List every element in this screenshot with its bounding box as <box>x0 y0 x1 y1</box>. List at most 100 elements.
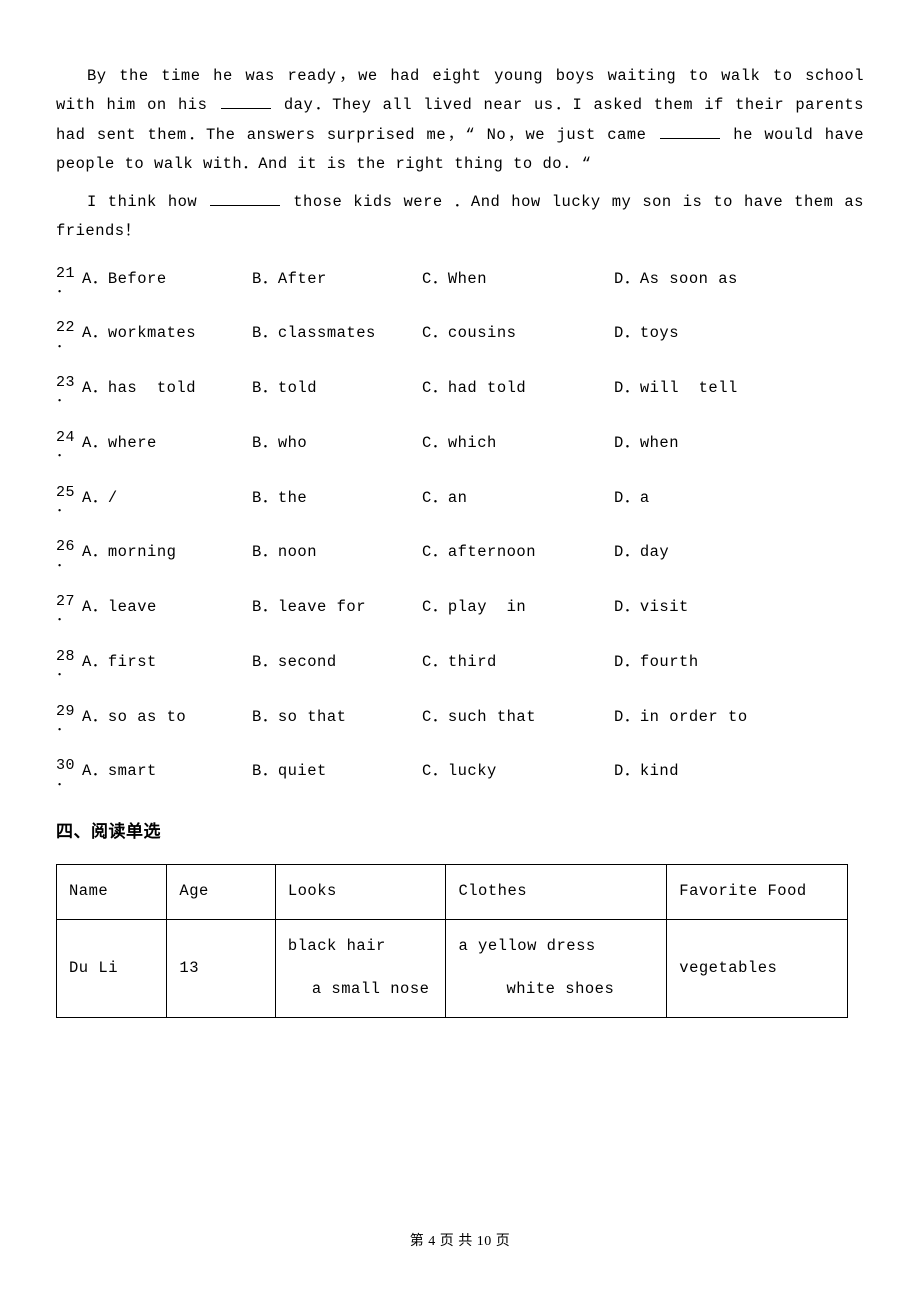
option-a: A．so as to <box>82 703 252 732</box>
question-options: A．firstB．secondC．thirdD．fourth <box>82 648 864 677</box>
question-number: 24． <box>56 429 82 460</box>
option-label: A． <box>82 270 108 288</box>
option-label: C． <box>422 762 448 780</box>
passage-paragraph-1: By the time he was ready，we had eight yo… <box>56 62 864 180</box>
option-c: C．such that <box>422 703 614 732</box>
option-label: A． <box>82 762 108 780</box>
question-row: 29．A．so as toB．so thatC．such thatD．in or… <box>56 703 864 734</box>
option-text: had told <box>448 379 526 397</box>
cell-looks-line1: black hair <box>288 937 386 955</box>
question-number: 27． <box>56 593 82 624</box>
option-d: D．fourth <box>614 648 699 677</box>
option-label: B． <box>252 653 278 671</box>
blank-3 <box>210 191 280 206</box>
question-options: A．Before B．AfterC．WhenD．As soon as <box>82 265 864 294</box>
table-header-cell: Favorite Food <box>667 865 848 919</box>
option-text: toys <box>640 324 679 342</box>
option-text: the <box>278 489 307 507</box>
info-table: NameAgeLooksClothesFavorite Food Du Li 1… <box>56 864 848 1017</box>
option-text: fourth <box>640 653 699 671</box>
option-text: quiet <box>278 762 327 780</box>
option-text: which <box>448 434 497 452</box>
option-a: A．smart <box>82 757 252 786</box>
option-c: C．cousins <box>422 319 614 348</box>
option-d: D．when <box>614 429 679 458</box>
option-c: C．When <box>422 265 614 294</box>
option-label: C． <box>422 598 448 616</box>
option-d: D．in order to <box>614 703 748 732</box>
option-label: C． <box>422 324 448 342</box>
option-label: B． <box>252 270 278 288</box>
option-d: D．kind <box>614 757 679 786</box>
questions-list: 21．A．BeforeB．AfterC．WhenD．As soon as22．A… <box>56 265 864 789</box>
option-label: C． <box>422 379 448 397</box>
option-label: A． <box>82 598 108 616</box>
question-options: A．/B．theC．anD．a <box>82 484 864 513</box>
option-text: first <box>108 653 157 671</box>
option-text: will tell <box>640 379 738 397</box>
cell-age: 13 <box>167 919 275 1017</box>
cell-clothes-line2: white shoes <box>458 975 654 1004</box>
option-a: A．leave <box>82 593 252 622</box>
option-a: A．morning <box>82 538 252 567</box>
option-text: a <box>640 489 650 507</box>
option-label: B． <box>252 434 278 452</box>
option-label: A． <box>82 543 108 561</box>
option-text: When <box>448 270 487 288</box>
option-label: A． <box>82 379 108 397</box>
option-text: / <box>108 489 118 507</box>
question-row: 23．A．has toldB．toldC．had toldD．will tell <box>56 374 864 405</box>
cell-food: vegetables <box>667 919 848 1017</box>
option-label: D． <box>614 653 640 671</box>
option-label: D． <box>614 598 640 616</box>
option-b: B．second <box>252 648 422 677</box>
option-text: classmates <box>278 324 376 342</box>
option-label: D． <box>614 762 640 780</box>
option-text: in order to <box>640 708 748 726</box>
question-options: A．so as toB．so thatC．such thatD．in order… <box>82 703 864 732</box>
question-row: 27．A．leaveB．leave forC．play inD．visit <box>56 593 864 624</box>
option-text: where <box>108 434 157 452</box>
option-text: lucky <box>448 762 497 780</box>
option-label: A． <box>82 708 108 726</box>
option-b: B．the <box>252 484 422 513</box>
question-options: A．morningB．noonC．afternoonD．day <box>82 538 864 567</box>
option-text: noon <box>278 543 317 561</box>
option-label: B． <box>252 708 278 726</box>
option-label: B． <box>252 324 278 342</box>
option-label: B． <box>252 543 278 561</box>
option-c: C．had told <box>422 374 614 403</box>
option-b: B．classmates <box>252 319 422 348</box>
question-number: 21． <box>56 265 82 296</box>
option-d: D．will tell <box>614 374 738 403</box>
question-number: 26． <box>56 538 82 569</box>
option-text: leave <box>108 598 157 616</box>
cell-clothes-line1: a yellow dress <box>458 937 595 955</box>
option-text: so as to <box>108 708 186 726</box>
option-c: C．afternoon <box>422 538 614 567</box>
question-number: 28． <box>56 648 82 679</box>
option-label: D． <box>614 379 640 397</box>
option-label: C． <box>422 543 448 561</box>
option-d: D．As soon as <box>614 265 738 294</box>
option-text: morning <box>108 543 177 561</box>
table-header-cell: Clothes <box>446 865 667 919</box>
question-options: A．smartB．quietC．luckyD．kind <box>82 757 864 786</box>
cell-name: Du Li <box>57 919 167 1017</box>
option-label: D． <box>614 270 640 288</box>
question-number: 22． <box>56 319 82 350</box>
option-text: so that <box>278 708 347 726</box>
cell-clothes: a yellow dress white shoes <box>446 919 667 1017</box>
option-text: As soon as <box>640 270 738 288</box>
table-header-cell: Looks <box>275 865 446 919</box>
option-text: Before <box>108 270 167 288</box>
option-d: D．toys <box>614 319 679 348</box>
option-text: leave for <box>278 598 366 616</box>
cell-looks: black hair a small nose <box>275 919 446 1017</box>
option-c: C．which <box>422 429 614 458</box>
option-text: such that <box>448 708 536 726</box>
option-b: B．After <box>252 265 422 294</box>
blank-2 <box>660 124 720 139</box>
option-b: B．who <box>252 429 422 458</box>
question-row: 22．A．workmatesB．classmatesC．cousinsD．toy… <box>56 319 864 350</box>
